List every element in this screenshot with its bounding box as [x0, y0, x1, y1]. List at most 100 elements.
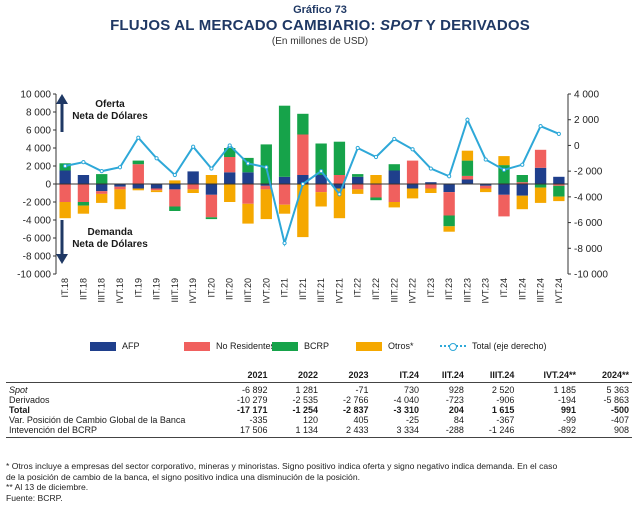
legend-item-no-residentes: No Residentes [184, 341, 275, 351]
x-tick-label: IIIT.20 [243, 278, 253, 303]
bar-no-residentes [96, 191, 108, 194]
x-tick-label: IT.20 [206, 278, 216, 298]
bar-no-residentes [534, 149, 547, 168]
x-tick-label: IT.22 [353, 278, 363, 298]
annotation-demanda: Demanda [87, 227, 132, 238]
x-tick-label: IIT.18 [78, 278, 88, 300]
bar-bcrp [169, 206, 181, 211]
bar-afp [150, 184, 163, 189]
bar-no-residentes [77, 184, 90, 202]
table-row-var-posicion: Var. Posición de Cambio Global de la Ban… [6, 415, 632, 425]
bar-no-residentes [315, 184, 327, 193]
legend-label-total: Total (eje derecho) [472, 341, 547, 351]
bar-no-residentes [224, 157, 236, 173]
row-label: Spot [9, 385, 28, 395]
y-left-tick-label: 6 000 [26, 126, 51, 137]
table-cell: -2 535 [292, 395, 318, 405]
legend-swatch-afp [90, 341, 116, 351]
table-cell: -5 863 [603, 395, 629, 405]
bar-otros [132, 188, 144, 191]
total-line [64, 116, 560, 247]
table-cell: -4 040 [393, 395, 419, 405]
bar-otros [315, 192, 327, 207]
table-cell: 928 [448, 385, 464, 395]
y-left-tick-label: 10 000 [20, 90, 51, 101]
bar-otros [370, 175, 382, 184]
bar-afp [534, 167, 547, 184]
bar-bcrp [461, 160, 474, 176]
x-tick-label: IVT.21 [334, 278, 344, 304]
x-tick-label: IVT.19 [188, 278, 198, 304]
table-cell: -407 [610, 415, 629, 425]
x-tick-label: IIT.24 [517, 278, 527, 300]
x-tick-label: IIIT.19 [170, 278, 180, 303]
bar-afp [516, 184, 528, 196]
bar-otros [443, 226, 455, 232]
title-suffix: Y DERIVADOS [421, 17, 530, 34]
total-point [410, 147, 415, 152]
annotation-oferta: Neta de Dólares [72, 111, 148, 122]
table-header: 2024** [579, 367, 632, 383]
table-cell: -17 171 [236, 405, 268, 415]
table-header-row: 2021 2022 2023 IT.24 IIT.24 IIIT.24 IVT.… [6, 367, 632, 383]
legend-item-afp: AFP [90, 341, 140, 351]
total-point [117, 165, 123, 170]
bar-no-residentes [461, 175, 474, 180]
legend-label-afp: AFP [122, 341, 140, 351]
bar-afp [114, 184, 126, 187]
total-point [319, 169, 324, 174]
total-point [245, 161, 251, 166]
x-tick-label: IVT.24 [554, 278, 564, 304]
x-tick-label: IIIT.22 [389, 278, 399, 303]
bar-no-residentes [205, 194, 218, 218]
bar-otros [352, 189, 364, 194]
x-tick-label: IT.19 [133, 278, 143, 298]
figure-label: Gráfico 73 [293, 4, 347, 16]
table-cell: -723 [445, 395, 464, 405]
bar-afp [59, 170, 71, 184]
table-cell: -892 [517, 425, 580, 438]
table-cell: -288 [422, 425, 467, 438]
total-point [556, 131, 561, 136]
bar-otros [534, 187, 547, 203]
footnote-line: de la posición de cambio de la banca, el… [6, 471, 360, 482]
bar-bcrp [260, 144, 272, 184]
bar-no-residentes [242, 184, 254, 204]
y-left-tick-label: 4 000 [26, 144, 51, 155]
x-tick-label: IT.24 [499, 278, 509, 298]
legend-swatch-bcrp [272, 341, 298, 351]
row-label: Total [9, 405, 30, 415]
footnote-line: Fuente: BCRP. [6, 492, 63, 503]
table-cell: -906 [496, 395, 515, 405]
total-point [373, 154, 379, 160]
bar-otros [297, 184, 309, 238]
annotation-demanda: Neta de Dólares [72, 239, 148, 250]
bar-bcrp [333, 141, 346, 175]
total-point [154, 156, 159, 161]
table-cell: 405 [353, 415, 369, 425]
bar-afp [425, 182, 437, 184]
footnote-line: * Otros incluye a empresas del sector co… [6, 461, 558, 471]
bar-bcrp [516, 175, 528, 183]
x-tick-label: IT.23 [426, 278, 436, 298]
table-cell: -2 766 [342, 395, 369, 405]
bar-no-residentes [260, 185, 272, 190]
y-left-tick-label: -4 000 [23, 216, 52, 227]
bar-no-residentes [553, 184, 565, 186]
y-left-tick-label: -6 000 [23, 234, 52, 245]
total-point [227, 143, 232, 148]
table-cell: -2 837 [342, 405, 369, 415]
chart-subtitle: (En millones de USD) [271, 36, 369, 47]
bar-afp [278, 176, 291, 184]
bar-otros [425, 188, 437, 193]
total-point [447, 174, 452, 179]
total-point [209, 166, 214, 171]
y-left-tick-label: -10 000 [17, 270, 51, 281]
total-point [136, 135, 141, 140]
y-right-tick-label: 2 000 [574, 115, 599, 126]
y-right-tick-label: 0 [574, 141, 580, 152]
bar-bcrp [370, 197, 382, 201]
row-label: Var. Posición de Cambio Global de la Ban… [9, 415, 186, 425]
table-cell: 1 185 [553, 385, 577, 395]
bar-bcrp [315, 143, 327, 175]
